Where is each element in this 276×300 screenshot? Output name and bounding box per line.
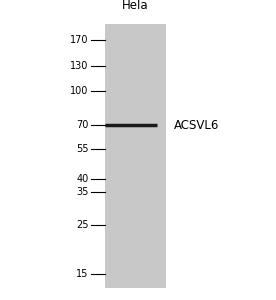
Text: 15: 15 xyxy=(76,269,88,279)
Text: 35: 35 xyxy=(76,187,88,197)
Text: 170: 170 xyxy=(70,35,88,45)
Text: 40: 40 xyxy=(76,174,88,184)
Text: 70: 70 xyxy=(76,120,88,130)
Text: Hela: Hela xyxy=(122,0,148,12)
Text: ACSVL6: ACSVL6 xyxy=(174,119,219,132)
Text: 25: 25 xyxy=(76,220,88,230)
FancyBboxPatch shape xyxy=(105,24,166,288)
Text: 55: 55 xyxy=(76,144,88,154)
Text: 100: 100 xyxy=(70,86,88,96)
Text: 130: 130 xyxy=(70,61,88,70)
